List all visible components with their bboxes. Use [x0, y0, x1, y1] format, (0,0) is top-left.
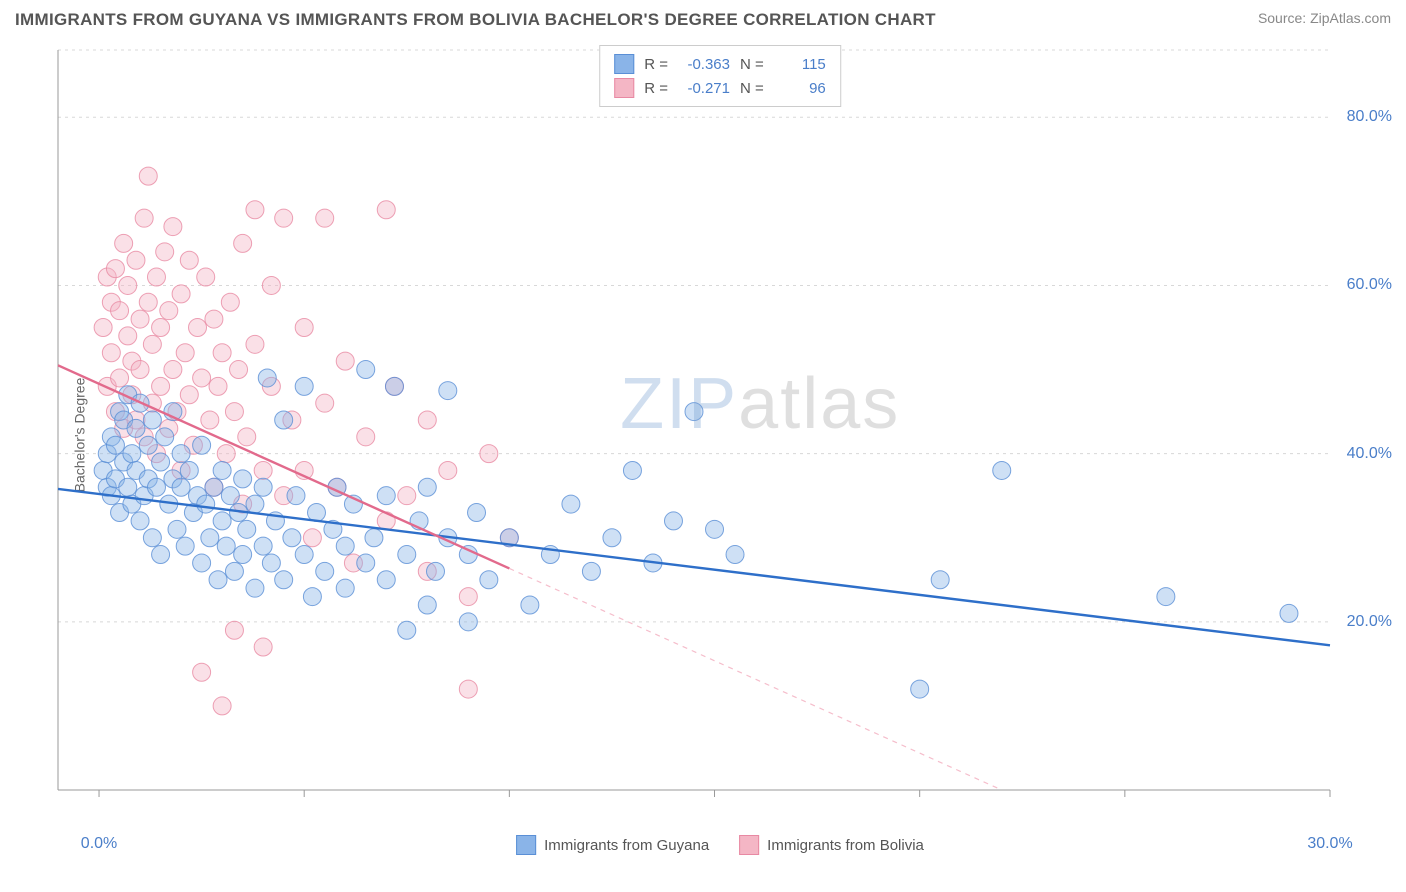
n-value-bolivia: 96 [774, 80, 826, 97]
series-legend: Immigrants from Guyana Immigrants from B… [516, 835, 924, 855]
r-label: R = [644, 56, 668, 73]
y-tick-label: 20.0% [1347, 613, 1392, 631]
r-value-bolivia: -0.271 [678, 80, 730, 97]
y-tick-label: 60.0% [1347, 276, 1392, 294]
legend-item-guyana: Immigrants from Guyana [516, 835, 709, 855]
x-tick-label: 30.0% [1307, 835, 1352, 853]
legend-row-guyana: R = -0.363 N = 115 [614, 52, 826, 76]
r-value-guyana: -0.363 [678, 56, 730, 73]
swatch-bolivia [739, 835, 759, 855]
scatter-plot [50, 45, 1390, 825]
correlation-legend: R = -0.363 N = 115 R = -0.271 N = 96 [599, 45, 841, 107]
swatch-guyana [614, 54, 634, 74]
y-tick-label: 40.0% [1347, 445, 1392, 463]
n-value-guyana: 115 [774, 56, 826, 73]
chart-title: IMMIGRANTS FROM GUYANA VS IMMIGRANTS FRO… [15, 10, 936, 30]
y-tick-label: 80.0% [1347, 108, 1392, 126]
legend-item-bolivia: Immigrants from Bolivia [739, 835, 924, 855]
r-label: R = [644, 80, 668, 97]
legend-label-guyana: Immigrants from Guyana [544, 837, 709, 854]
chart-area: Bachelor's Degree ZIPatlas R = -0.363 N … [50, 45, 1390, 825]
n-label: N = [740, 80, 764, 97]
n-label: N = [740, 56, 764, 73]
swatch-bolivia [614, 78, 634, 98]
x-tick-label: 0.0% [81, 835, 117, 853]
legend-label-bolivia: Immigrants from Bolivia [767, 837, 924, 854]
source-attribution: Source: ZipAtlas.com [1258, 10, 1391, 26]
legend-row-bolivia: R = -0.271 N = 96 [614, 76, 826, 100]
swatch-guyana [516, 835, 536, 855]
